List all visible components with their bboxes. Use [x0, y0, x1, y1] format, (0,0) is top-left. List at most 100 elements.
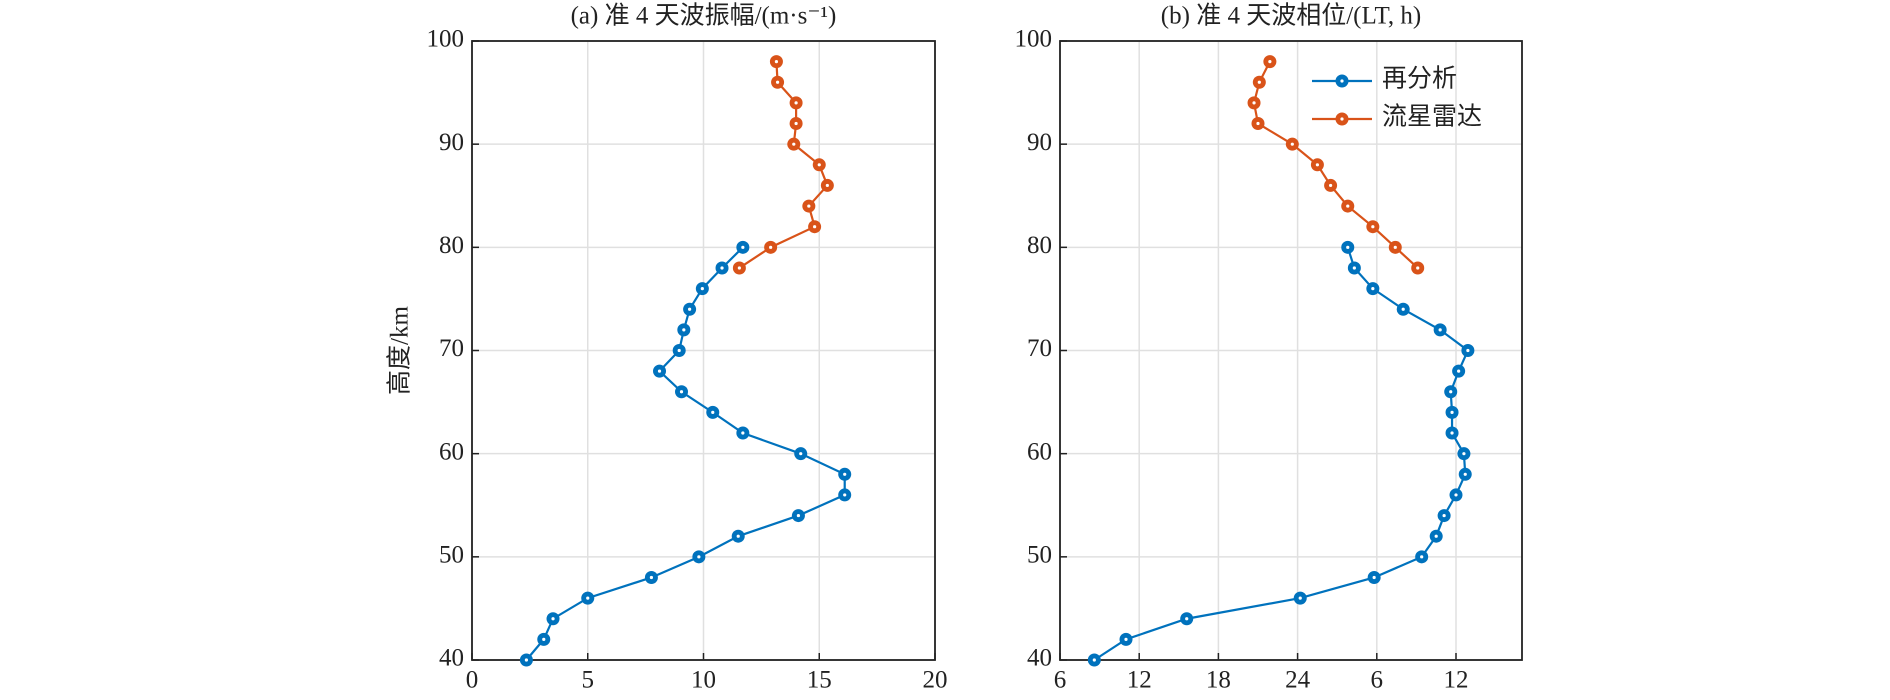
- marker: [1411, 261, 1425, 275]
- marker: [764, 240, 778, 254]
- marker-center: [775, 80, 780, 84]
- marker: [715, 261, 729, 275]
- marker-center: [1462, 452, 1466, 456]
- marker: [683, 302, 697, 316]
- marker: [1429, 529, 1443, 543]
- marker-center: [794, 101, 798, 105]
- x-tick-label: 18: [1206, 667, 1231, 694]
- marker: [1445, 405, 1459, 419]
- marker: [1366, 220, 1380, 234]
- marker-center: [1346, 245, 1350, 249]
- marker: [732, 261, 746, 275]
- marker: [1396, 302, 1410, 316]
- chart-title: (b) 准 4 天波相位/(LT, h): [1161, 2, 1421, 30]
- marker-center: [1454, 493, 1458, 497]
- y-tick-label: 90: [1027, 129, 1052, 156]
- marker: [838, 488, 852, 502]
- marker-center: [1124, 637, 1128, 641]
- marker-center: [1463, 472, 1467, 476]
- marker: [1458, 467, 1472, 481]
- marker: [1457, 447, 1471, 461]
- marker: [644, 570, 658, 584]
- marker-center: [1434, 534, 1438, 538]
- marker-center: [679, 390, 684, 394]
- legend-dot-center: [1340, 79, 1344, 83]
- marker-center: [697, 555, 701, 559]
- marker: [771, 75, 785, 89]
- marker: [675, 385, 689, 399]
- marker: [789, 117, 803, 131]
- marker-center: [1185, 617, 1189, 621]
- marker-center: [1352, 266, 1356, 270]
- marker-center: [677, 348, 681, 353]
- x-tick-label: 0: [466, 667, 479, 694]
- y-tick-label: 60: [1027, 438, 1052, 465]
- marker: [789, 96, 803, 110]
- y-axis-label: 高度/km: [386, 306, 414, 395]
- marker: [1347, 261, 1361, 275]
- x-tick-label: 20: [923, 667, 948, 694]
- marker: [1247, 96, 1261, 110]
- marker-center: [586, 596, 590, 600]
- marker: [838, 467, 852, 481]
- marker-center: [1416, 266, 1420, 270]
- y-tick-label: 50: [439, 542, 464, 569]
- y-tick-label: 90: [439, 129, 464, 156]
- chart-title: (a) 准 4 天波振幅/(m·s⁻¹): [571, 2, 837, 30]
- marker-center: [682, 328, 686, 332]
- marker-center: [524, 658, 529, 662]
- marker: [1461, 344, 1475, 357]
- marker: [820, 178, 834, 192]
- y-tick-label: 80: [1027, 232, 1052, 259]
- marker: [794, 447, 808, 461]
- marker: [519, 653, 533, 667]
- marker-center: [720, 266, 724, 270]
- marker: [1341, 199, 1355, 213]
- x-tick-label: 6: [1054, 667, 1067, 694]
- marker-center: [700, 287, 704, 291]
- marker-center: [711, 410, 715, 414]
- marker-center: [1346, 204, 1350, 208]
- marker-center: [774, 60, 779, 64]
- marker-center: [799, 452, 803, 456]
- marker-center: [1371, 287, 1375, 291]
- marker-center: [1252, 101, 1256, 105]
- legend-marker: [1335, 74, 1349, 88]
- y-tick-label: 70: [439, 335, 464, 362]
- x-tick-label: 24: [1285, 667, 1311, 694]
- marker: [1444, 385, 1458, 399]
- marker: [731, 529, 745, 543]
- marker-center: [1315, 163, 1319, 167]
- legend-marker: [1335, 112, 1349, 126]
- marker: [736, 426, 750, 440]
- marker: [1180, 612, 1194, 626]
- marker: [677, 323, 691, 337]
- marker: [791, 509, 805, 523]
- marker: [1293, 591, 1307, 605]
- x-tick-label: 6: [1371, 667, 1384, 694]
- marker-center: [1372, 575, 1376, 580]
- marker: [769, 55, 783, 69]
- marker: [546, 612, 560, 626]
- legend-dot-center: [1340, 117, 1344, 121]
- marker-center: [1442, 513, 1446, 518]
- marker: [1087, 653, 1101, 667]
- marker-center: [1092, 658, 1096, 662]
- marker-center: [1450, 410, 1454, 414]
- marker-center: [1268, 60, 1272, 64]
- legend-label: 流星雷达: [1382, 103, 1482, 131]
- marker: [1433, 323, 1447, 337]
- axes-frame: [1059, 40, 1523, 661]
- marker: [736, 240, 750, 254]
- marker: [1452, 364, 1466, 378]
- y-tick-label: 40: [1027, 645, 1052, 672]
- marker-center: [807, 204, 811, 208]
- y-tick-label: 80: [439, 232, 464, 259]
- marker: [808, 220, 822, 234]
- marker: [1119, 632, 1133, 646]
- marker-center: [1371, 225, 1375, 229]
- marker: [1415, 550, 1429, 564]
- marker-center: [825, 183, 829, 188]
- marker: [581, 591, 595, 605]
- marker: [1367, 570, 1381, 584]
